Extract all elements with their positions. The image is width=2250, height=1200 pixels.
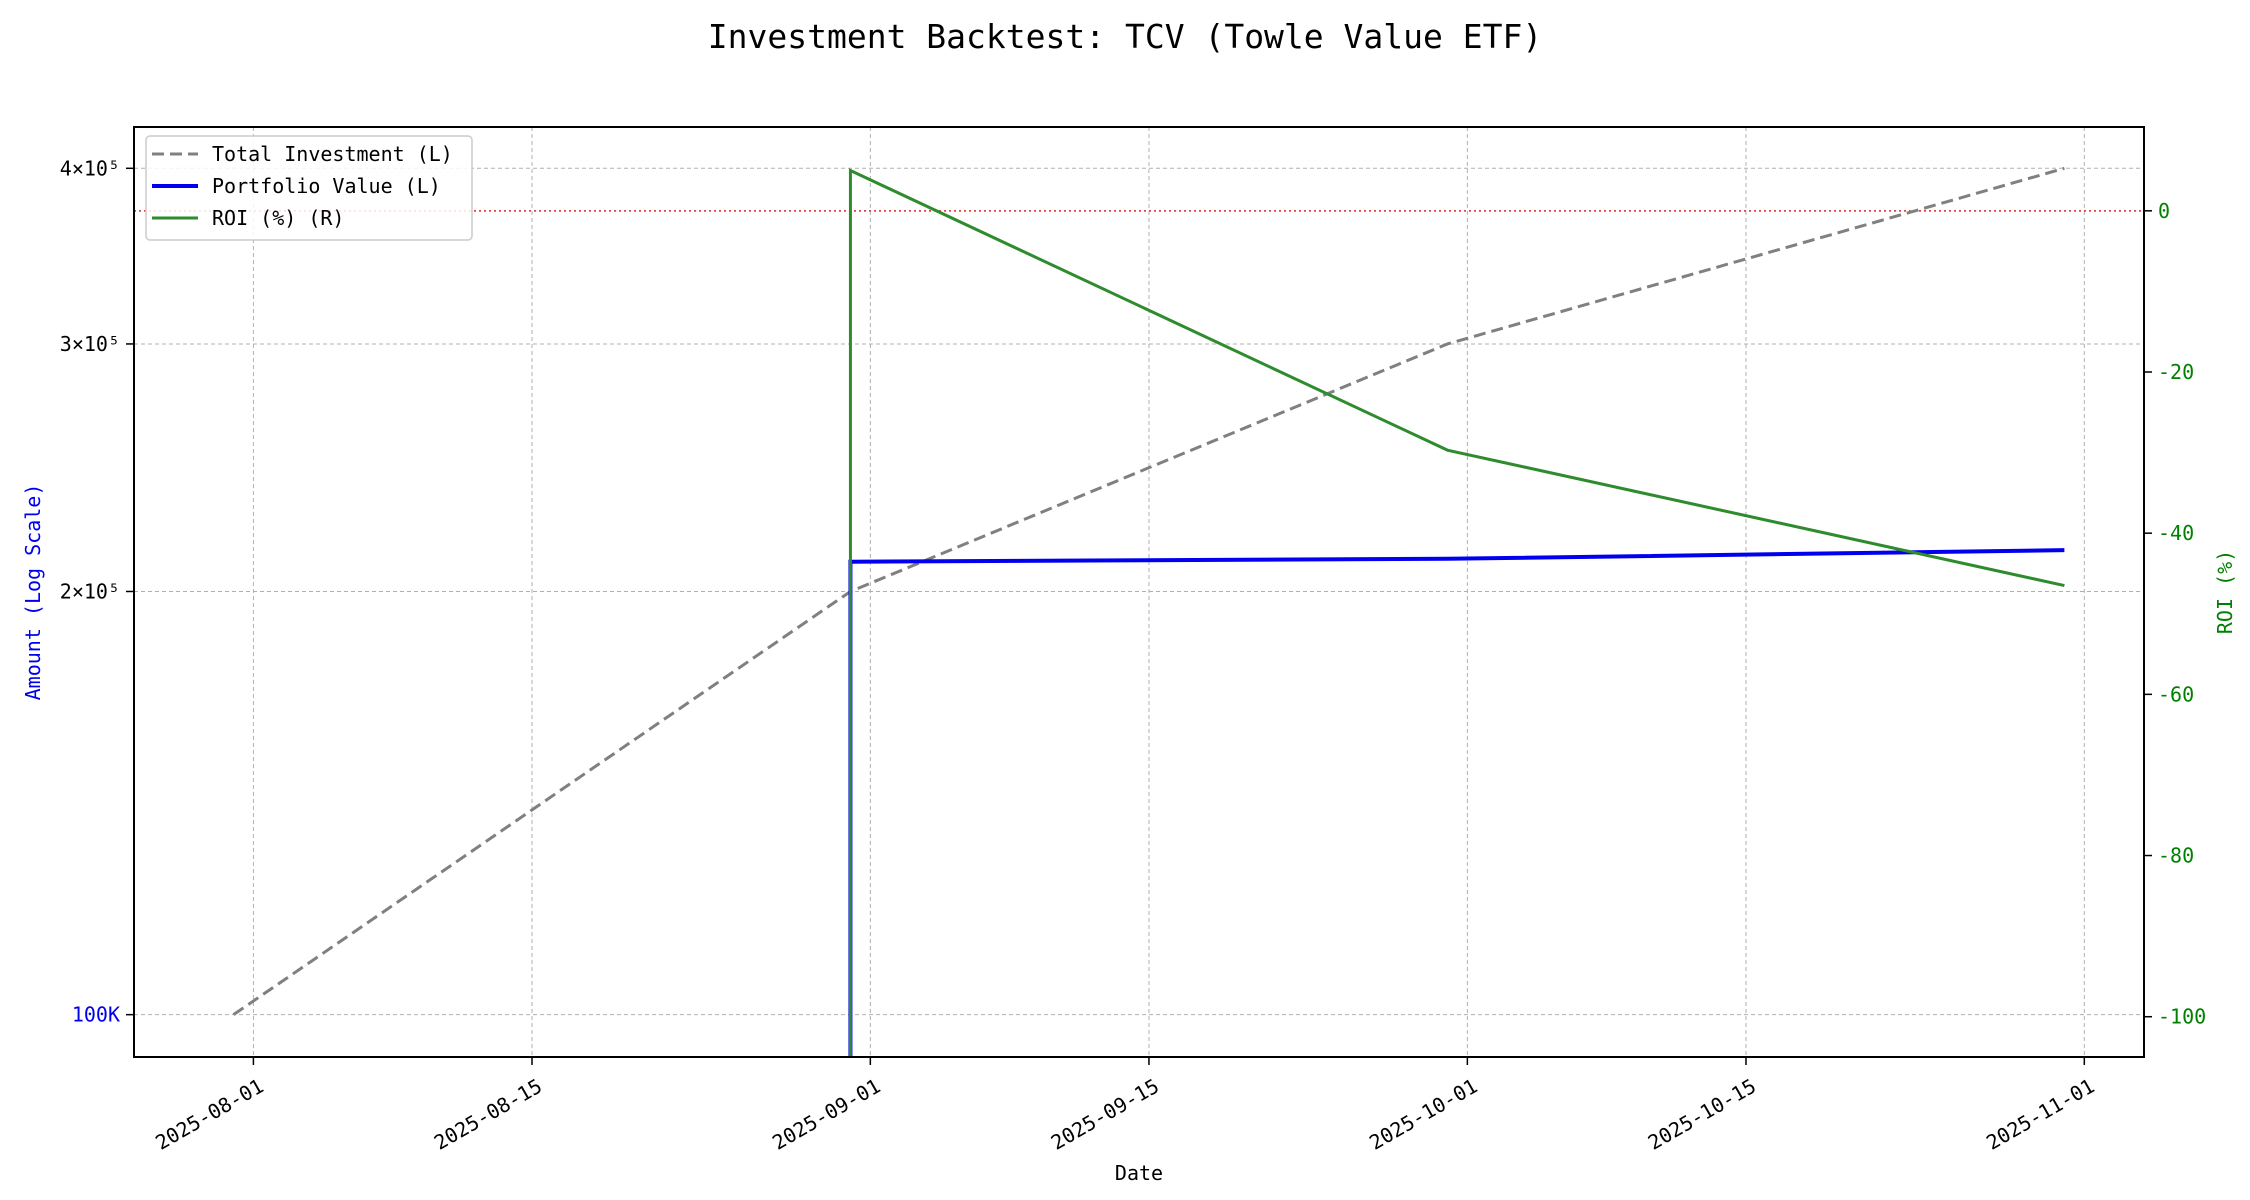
y-right-tick-label: -100 [2158, 1005, 2206, 1029]
y-left-tick-label: 2×10⁵ [60, 579, 120, 603]
y-right-tick-label: -80 [2158, 844, 2194, 868]
x-tick-label: 2025-09-01 [768, 1074, 884, 1155]
series-line-0 [232, 166, 2065, 1016]
x-tick-label: 2025-08-15 [430, 1074, 546, 1155]
chart-title: Investment Backtest: TCV (Towle Value ET… [708, 17, 1542, 56]
y-left-tick-label: 3×10⁵ [60, 332, 120, 356]
y-right-tick-label: -20 [2158, 360, 2194, 384]
y-right-tick-label: -60 [2158, 682, 2194, 706]
y-right-tick-label: 0 [2158, 199, 2170, 223]
legend: Total Investment (L) Portfolio Value (L) R… [145, 135, 473, 241]
x-tick-label: 2025-10-01 [1365, 1074, 1481, 1155]
y-left-tick-label: 4×10⁵ [60, 156, 120, 180]
x-tick-label: 2025-11-01 [1982, 1074, 2098, 1155]
x-tick-label: 2025-10-15 [1644, 1074, 1760, 1155]
y-axis-right-label: ROI (%) [2213, 550, 2237, 634]
x-tick-label: 2025-08-01 [151, 1074, 267, 1155]
grid [134, 127, 2144, 1057]
axes: 2025-08-01 2025-08-15 2025-09-01 2025-09-15… [60, 156, 2206, 1154]
series-line-2 [848, 168, 2065, 1057]
series-layer [134, 166, 2144, 1057]
legend-label: Total Investment (L) [212, 142, 453, 166]
y-axis-left-label: Amount (Log Scale) [21, 484, 45, 701]
x-axis-label: Date [1115, 1161, 1163, 1185]
y-right-tick-label: -40 [2158, 521, 2194, 545]
plot-frame [133, 126, 2145, 1058]
legend-label: ROI (%) (R) [212, 206, 344, 230]
legend-box [145, 135, 473, 241]
y-left-tick-label: 100K [72, 1003, 120, 1027]
legend-label: Portfolio Value (L) [212, 174, 441, 198]
x-tick-label: 2025-09-15 [1047, 1074, 1163, 1155]
series-line-1 [848, 548, 2065, 1057]
